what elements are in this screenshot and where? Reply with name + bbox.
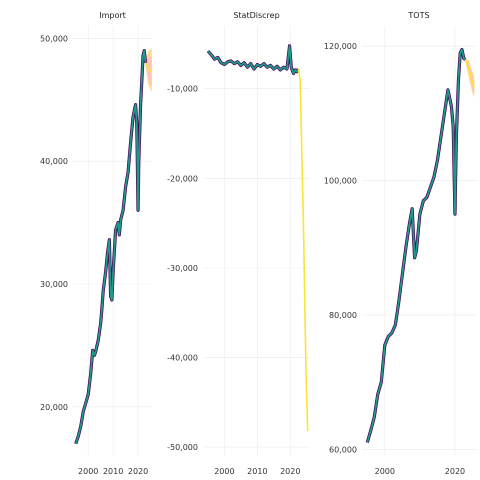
y-tick-label: 30,000 [40,280,68,289]
y-tick-label: -40,000 [167,353,198,362]
y-tick-label: 20,000 [40,403,68,412]
x-tick-label: 2000 [78,467,98,476]
panel-statdiscrep: StatDiscrep -10,000 -20,000 -30,000 -40,000 -… [167,11,310,476]
x-tick-label: 2020 [445,467,465,476]
history-line [207,44,300,75]
y-tick-label: 60,000 [329,445,357,454]
panel-title: Import [99,11,126,20]
y-tick-label: 50,000 [40,34,68,43]
x-tick-label: 2020 [128,467,148,476]
y-tick-label: -10,000 [167,85,198,94]
panel-tots: TOTS 60,000 80,000 100,000 120,000 2000 2020 [324,11,476,476]
panel-title: StatDiscrep [233,11,279,20]
y-tick-label: 40,000 [40,157,68,166]
x-tick-label: 2000 [375,467,395,476]
y-tick-label: 100,000 [324,177,357,186]
y-tick-label: -30,000 [167,264,198,273]
interval-80-band [145,55,152,87]
x-tick-label: 2010 [247,467,267,476]
forecast-line [297,68,309,431]
y-tick-label: -20,000 [167,174,198,183]
y-tick-label: 80,000 [329,311,357,320]
y-tick-label: -50,000 [167,443,198,452]
forecast-line [144,62,153,74]
x-tick-label: 2020 [280,467,300,476]
forecast-line [464,59,476,89]
x-tick-label: 2010 [103,467,123,476]
x-tick-label: 2000 [214,467,234,476]
panel-import: Import 20,000 30,000 40,000 50,000 2000 2010 20… [40,11,153,476]
history-line [74,49,147,445]
panel-title: TOTS [407,11,429,20]
history-line [366,48,467,443]
y-tick-label: 120,000 [324,42,357,51]
